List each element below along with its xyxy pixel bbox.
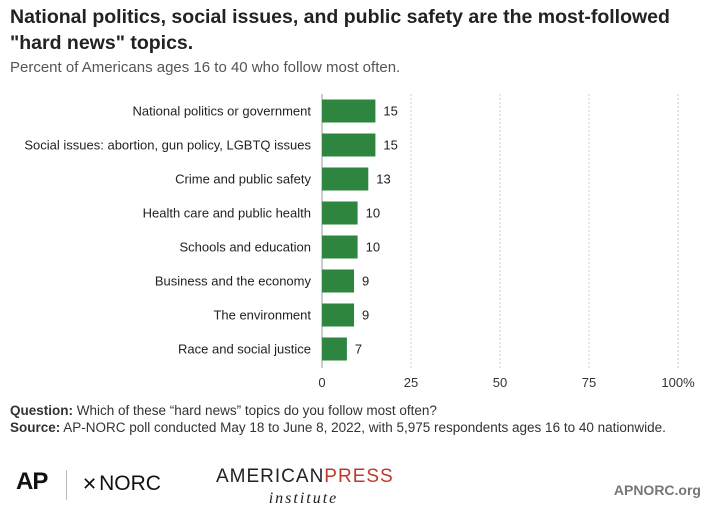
footnote: Question: Which of these “hard news” top…: [10, 402, 705, 436]
logo-divider: [66, 470, 67, 500]
question-label: Question:: [10, 403, 73, 418]
x-tick-label: 100%: [661, 375, 695, 390]
bar-chart: 0 25 50 75 100% National politics or governme…: [24, 94, 695, 390]
category-label: Race and social justice: [178, 342, 311, 357]
x-tick-label: 50: [493, 375, 507, 390]
site-link[interactable]: APNORC.org: [613, 482, 701, 498]
norc-text: NORC: [99, 472, 161, 495]
bar: [322, 133, 376, 157]
x-tick-label: 75: [582, 375, 596, 390]
bar: [322, 337, 347, 361]
x-tick-label: 0: [318, 375, 325, 390]
value-label: 15: [383, 104, 397, 119]
question-note: Question: Which of these “hard news” top…: [10, 402, 705, 419]
source-text: AP-NORC poll conducted May 18 to June 8,…: [60, 420, 666, 435]
american-press-institute-logo: AMERICANPRESS institute: [216, 466, 394, 508]
bar: [322, 303, 355, 327]
norc-star-icon: ✕: [82, 474, 98, 494]
value-label: 9: [362, 308, 369, 323]
bar: [322, 235, 358, 259]
x-tick-label: 25: [404, 375, 418, 390]
category-label: Crime and public safety: [175, 172, 311, 187]
value-label: 10: [366, 206, 380, 221]
bar: [322, 167, 369, 191]
api-word-press: PRESS: [324, 466, 394, 487]
value-label: 10: [366, 240, 380, 255]
chart-subtitle: Percent of Americans ages 16 to 40 who f…: [10, 59, 401, 76]
value-label: 13: [376, 172, 390, 187]
bar: [322, 269, 355, 293]
category-label: Business and the economy: [155, 274, 312, 289]
value-label: 15: [383, 138, 397, 153]
chart-title: National politics, social issues, and pu…: [10, 6, 670, 54]
source-note: Source: AP-NORC poll conducted May 18 to…: [10, 419, 705, 436]
value-label: 9: [362, 274, 369, 289]
category-label: National politics or government: [133, 104, 312, 119]
ap-logo: AP: [16, 468, 48, 495]
logo-bar: AP ✕NORC AMERICANPRESS institute APNORC.…: [0, 462, 711, 516]
norc-logo: ✕NORC: [82, 472, 161, 496]
value-label: 7: [355, 342, 362, 357]
source-label: Source:: [10, 420, 61, 435]
category-label: The environment: [213, 308, 311, 323]
question-text: Which of these “hard news” topics do you…: [73, 403, 437, 418]
api-word-institute: institute: [268, 490, 339, 507]
api-word-american: AMERICAN: [216, 466, 325, 487]
bar: [322, 99, 376, 123]
category-label: Health care and public health: [143, 206, 311, 221]
bar: [322, 201, 358, 225]
category-label: Social issues: abortion, gun policy, LGB…: [24, 138, 311, 153]
category-label: Schools and education: [179, 240, 311, 255]
